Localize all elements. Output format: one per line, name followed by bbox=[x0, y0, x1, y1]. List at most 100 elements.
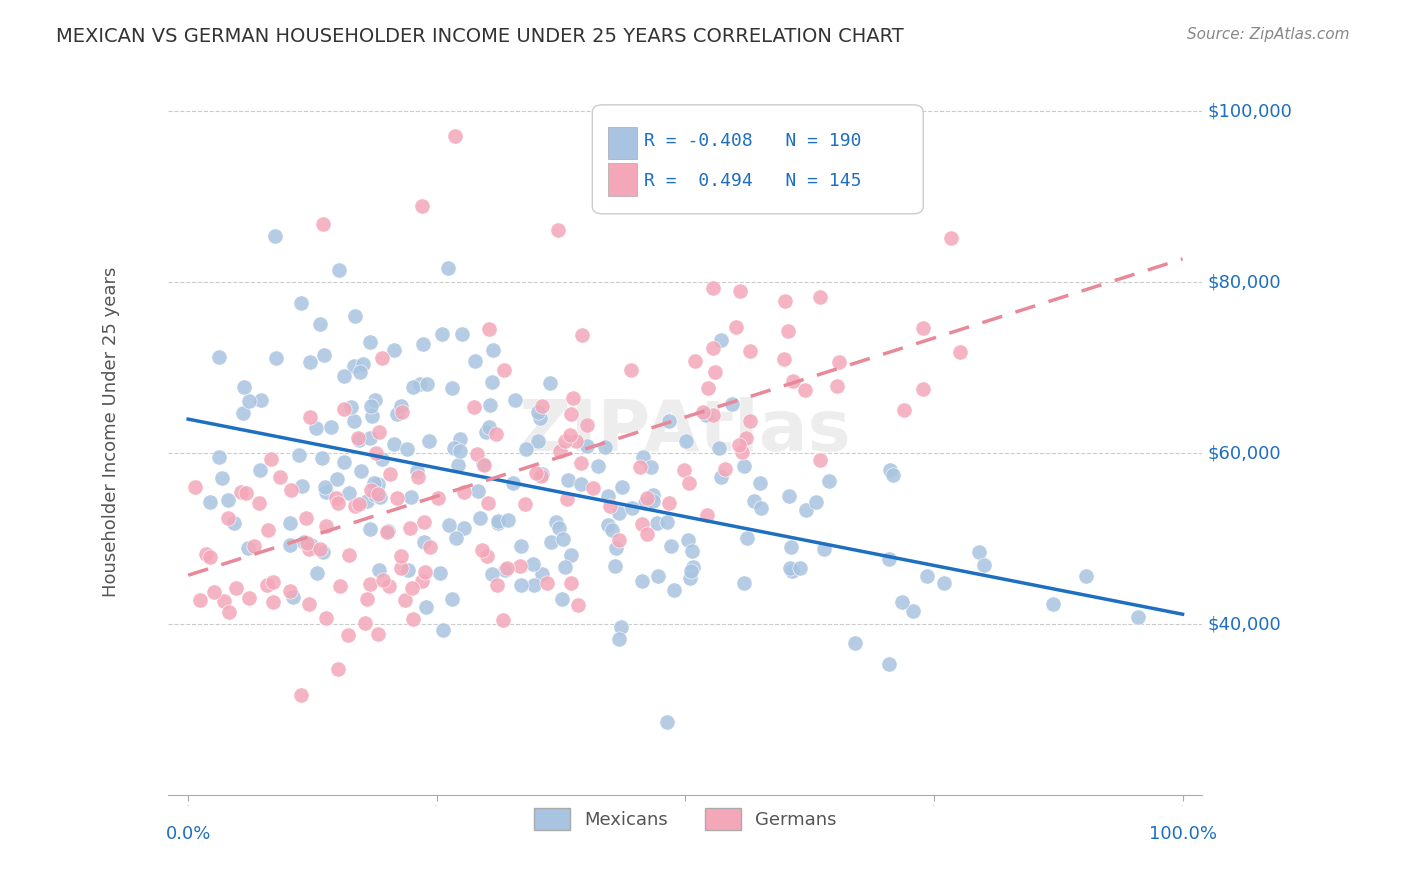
Point bbox=[621, 500, 644, 515]
Point bbox=[401, 581, 423, 595]
Point bbox=[773, 352, 796, 367]
Point bbox=[510, 577, 533, 591]
Point bbox=[399, 520, 422, 534]
Point bbox=[631, 516, 654, 531]
Point bbox=[529, 411, 551, 425]
Point bbox=[806, 495, 828, 509]
Point bbox=[402, 380, 425, 394]
Text: 100.0%: 100.0% bbox=[1149, 825, 1216, 843]
Point bbox=[949, 345, 972, 359]
Point bbox=[728, 284, 751, 298]
Point bbox=[658, 496, 681, 510]
Point bbox=[321, 420, 343, 434]
Point bbox=[494, 363, 516, 377]
Point bbox=[782, 374, 804, 388]
Point bbox=[269, 470, 291, 484]
Point bbox=[502, 476, 524, 491]
Point bbox=[496, 561, 519, 575]
Point bbox=[295, 536, 318, 550]
Point bbox=[291, 479, 314, 493]
Point bbox=[370, 490, 392, 504]
Point bbox=[382, 436, 405, 450]
Point bbox=[630, 574, 652, 588]
Point bbox=[789, 561, 811, 575]
Point bbox=[453, 484, 475, 499]
Point bbox=[472, 458, 495, 473]
Text: $100,000: $100,000 bbox=[1208, 103, 1292, 120]
Point bbox=[607, 506, 630, 520]
Point bbox=[409, 376, 432, 391]
Point bbox=[249, 463, 271, 477]
Point bbox=[412, 535, 434, 549]
Point bbox=[232, 380, 254, 394]
Point bbox=[735, 531, 758, 545]
Point bbox=[238, 541, 260, 556]
Point bbox=[299, 409, 322, 424]
Point bbox=[527, 434, 550, 449]
Point bbox=[359, 577, 381, 591]
Point bbox=[598, 489, 620, 503]
Point bbox=[343, 499, 366, 513]
Point bbox=[328, 662, 350, 676]
Point bbox=[486, 516, 509, 530]
Point bbox=[225, 581, 247, 595]
Point bbox=[406, 470, 429, 484]
Point bbox=[416, 377, 439, 392]
Point bbox=[581, 481, 603, 495]
Point bbox=[738, 414, 761, 428]
Point bbox=[188, 592, 211, 607]
Point bbox=[278, 583, 301, 598]
Point bbox=[475, 425, 498, 439]
Text: R =  0.494   N = 145: R = 0.494 N = 145 bbox=[644, 172, 862, 190]
Point bbox=[396, 563, 419, 577]
Point bbox=[371, 452, 394, 467]
Point bbox=[389, 549, 412, 563]
Point bbox=[453, 521, 475, 535]
Point bbox=[735, 431, 758, 445]
Point bbox=[311, 217, 333, 231]
Point bbox=[664, 582, 686, 597]
Point bbox=[825, 379, 848, 393]
Point bbox=[575, 418, 598, 433]
Point bbox=[828, 354, 851, 368]
Point bbox=[477, 549, 499, 563]
Point bbox=[447, 458, 470, 473]
Point bbox=[299, 538, 322, 552]
Point bbox=[659, 540, 682, 554]
Point bbox=[440, 592, 463, 607]
Point bbox=[305, 421, 328, 435]
Point bbox=[598, 517, 620, 532]
Point bbox=[315, 518, 337, 533]
Point bbox=[515, 497, 537, 511]
Point bbox=[540, 534, 562, 549]
Point bbox=[485, 578, 508, 592]
Point bbox=[238, 394, 260, 409]
Text: $60,000: $60,000 bbox=[1208, 444, 1281, 462]
Point bbox=[482, 343, 505, 357]
Point bbox=[343, 359, 366, 374]
Point bbox=[349, 365, 371, 379]
Point bbox=[364, 446, 387, 460]
Point bbox=[560, 407, 582, 421]
Point bbox=[359, 431, 381, 445]
Point bbox=[675, 434, 697, 448]
Point bbox=[326, 472, 349, 486]
Point bbox=[634, 496, 657, 510]
Point bbox=[217, 493, 239, 508]
Point bbox=[249, 392, 271, 407]
Point bbox=[198, 550, 221, 565]
Point bbox=[307, 566, 329, 581]
Point bbox=[912, 382, 935, 396]
Point bbox=[202, 585, 225, 599]
Point bbox=[893, 403, 915, 417]
Point bbox=[371, 351, 394, 365]
Point bbox=[496, 513, 519, 527]
Point bbox=[779, 561, 801, 575]
Point bbox=[569, 456, 592, 470]
Point bbox=[290, 688, 312, 702]
Point bbox=[315, 611, 337, 625]
Point bbox=[685, 353, 707, 368]
Point bbox=[387, 491, 409, 505]
Point bbox=[600, 523, 623, 537]
Point bbox=[467, 484, 489, 499]
